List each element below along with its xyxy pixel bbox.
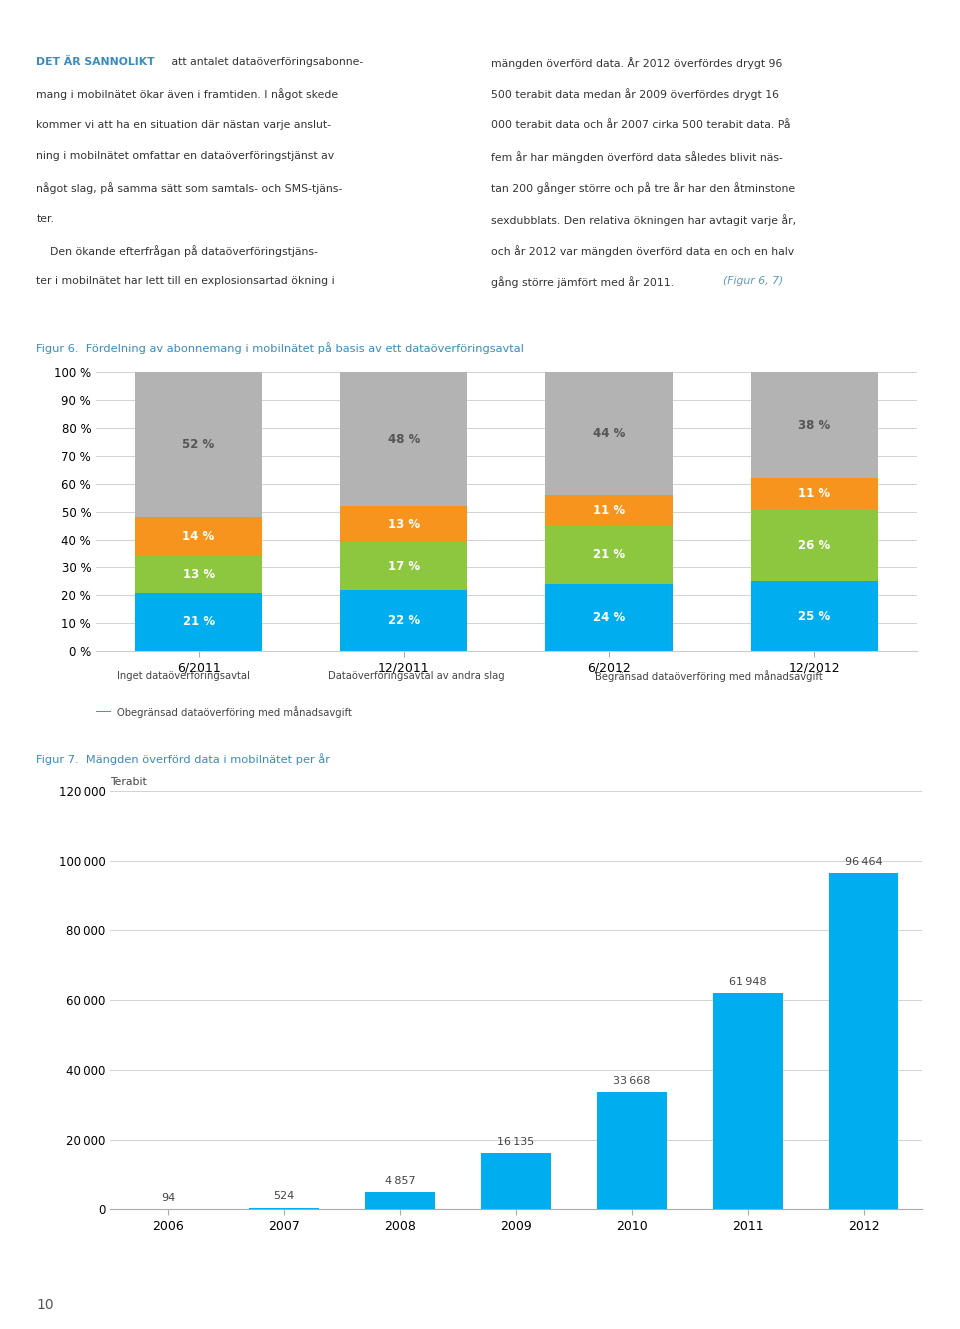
- Bar: [135, 557, 262, 593]
- Text: 26 %: 26 %: [798, 538, 830, 552]
- Text: 24 %: 24 %: [593, 611, 625, 625]
- Text: 94: 94: [161, 1193, 176, 1203]
- Bar: [713, 993, 782, 1209]
- Text: 11 %: 11 %: [593, 504, 625, 517]
- Text: något slag, på samma sätt som samtals- och SMS-tjäns-: något slag, på samma sätt som samtals- o…: [36, 182, 343, 194]
- Bar: [545, 585, 673, 651]
- Text: Inget dataöverföringsavtal: Inget dataöverföringsavtal: [117, 671, 251, 680]
- Text: 13 %: 13 %: [182, 567, 215, 581]
- Bar: [340, 506, 468, 542]
- Text: 17 %: 17 %: [388, 560, 420, 573]
- Bar: [340, 542, 468, 590]
- Text: 11 %: 11 %: [798, 486, 830, 500]
- Text: 21 %: 21 %: [593, 549, 625, 561]
- Text: 000 terabit data och år 2007 cirka 500 terabit data. På: 000 terabit data och år 2007 cirka 500 t…: [491, 120, 790, 130]
- Text: 500 terabit data medan år 2009 överfördes drygt 16: 500 terabit data medan år 2009 överförde…: [491, 89, 779, 101]
- Text: att antalet dataöverföringsabonne-: att antalet dataöverföringsabonne-: [168, 57, 363, 68]
- Text: 16 135: 16 135: [497, 1136, 535, 1147]
- Text: Dataöverföringsavtal av andra slag: Dataöverföringsavtal av andra slag: [328, 671, 505, 680]
- Text: 38 %: 38 %: [798, 419, 830, 432]
- Text: 33 668: 33 668: [613, 1075, 651, 1086]
- Text: 96 464: 96 464: [845, 857, 882, 867]
- Text: 25 %: 25 %: [798, 610, 830, 623]
- Text: Obegränsad dataöverföring med månadsavgift: Obegränsad dataöverföring med månadsavgi…: [117, 706, 352, 718]
- Text: 14 %: 14 %: [182, 530, 215, 544]
- Bar: [751, 582, 877, 651]
- Bar: [597, 1092, 666, 1209]
- Bar: [366, 1192, 435, 1209]
- Text: tan 200 gånger större och på tre år har den åtminstone: tan 200 gånger större och på tre år har …: [491, 182, 795, 194]
- Bar: [250, 1208, 319, 1209]
- Bar: [751, 478, 877, 509]
- Bar: [340, 372, 468, 506]
- Text: 524: 524: [274, 1191, 295, 1201]
- Text: DET ÄR SANNOLIKT: DET ÄR SANNOLIKT: [36, 57, 156, 68]
- Bar: [828, 873, 899, 1209]
- Text: 52 %: 52 %: [182, 439, 215, 451]
- Text: kommer vi att ha en situation där nästan varje anslut-: kommer vi att ha en situation där nästan…: [36, 120, 331, 130]
- Bar: [340, 590, 468, 651]
- Text: Figur 7.  Mängden överförd data i mobilnätet per år: Figur 7. Mängden överförd data i mobilnä…: [36, 754, 330, 764]
- Text: ning i mobilnätet omfattar en dataöverföringstjänst av: ning i mobilnätet omfattar en dataöverfö…: [36, 152, 335, 161]
- Text: (Figur 6, 7): (Figur 6, 7): [723, 276, 783, 287]
- Text: 44 %: 44 %: [593, 427, 625, 440]
- Text: Figur 6.  Fördelning av abonnemang i mobilnätet på basis av ett dataöverföringsa: Figur 6. Fördelning av abonnemang i mobi…: [36, 343, 524, 354]
- Text: 10: 10: [36, 1298, 54, 1312]
- Text: 4 857: 4 857: [385, 1176, 416, 1187]
- Text: Den ökande efterfrågan på dataöverföringstjäns-: Den ökande efterfrågan på dataöverföring…: [36, 245, 319, 256]
- Text: 48 %: 48 %: [388, 433, 420, 445]
- Text: mang i mobilnätet ökar även i framtiden. I något skede: mang i mobilnätet ökar även i framtiden.…: [36, 89, 339, 101]
- Bar: [751, 372, 877, 478]
- Text: och år 2012 var mängden överförd data en och en halv: och år 2012 var mängden överförd data en…: [491, 245, 794, 256]
- Text: sexdubblats. Den relativa ökningen har avtagit varje år,: sexdubblats. Den relativa ökningen har a…: [491, 214, 796, 226]
- Text: Översikt över kommunikationssektorn: Översikt över kommunikationssektorn: [36, 20, 262, 31]
- Text: mängden överförd data. År 2012 överfördes drygt 96: mängden överförd data. År 2012 överförde…: [491, 57, 782, 69]
- Bar: [481, 1154, 551, 1209]
- Bar: [545, 494, 673, 526]
- Text: Begränsad dataöverföring med månadsavgift: Begränsad dataöverföring med månadsavgif…: [595, 670, 823, 682]
- Text: 2012: 2012: [339, 20, 369, 31]
- Text: gång större jämfört med år 2011.: gång större jämfört med år 2011.: [491, 276, 677, 288]
- Text: 13 %: 13 %: [388, 518, 420, 530]
- Bar: [545, 526, 673, 585]
- Bar: [135, 372, 262, 517]
- Text: 21 %: 21 %: [182, 615, 215, 629]
- Bar: [751, 509, 877, 582]
- Bar: [135, 593, 262, 651]
- Bar: [135, 517, 262, 557]
- Text: Terabit: Terabit: [110, 776, 147, 787]
- Text: 61 948: 61 948: [729, 977, 767, 987]
- Bar: [545, 372, 673, 494]
- Text: ter i mobilnätet har lett till en explosionsartad ökning i: ter i mobilnätet har lett till en explos…: [36, 276, 335, 287]
- Text: 22 %: 22 %: [388, 614, 420, 627]
- Text: fem år har mängden överförd data således blivit näs-: fem år har mängden överförd data således…: [491, 152, 782, 163]
- Text: ter.: ter.: [36, 214, 55, 223]
